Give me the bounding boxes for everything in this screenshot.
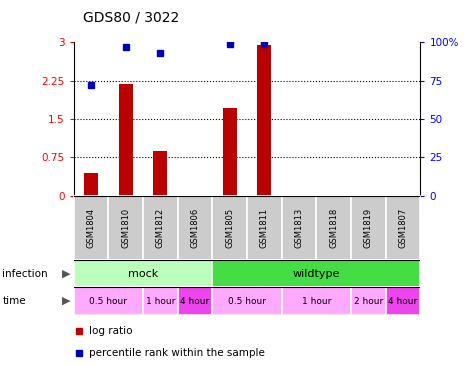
Text: GSM1806: GSM1806 [190,208,200,248]
Text: ▶: ▶ [62,296,71,306]
Bar [119,84,133,196]
Text: GSM1811: GSM1811 [260,208,269,248]
Text: 1 hour: 1 hour [302,296,331,306]
Bar [178,196,212,260]
Text: GSM1807: GSM1807 [399,208,408,248]
Bar [74,196,108,260]
Bar [212,260,420,287]
Bar [178,287,212,315]
Bar [74,260,212,287]
Bar [257,45,271,196]
Text: wildtype: wildtype [293,269,340,279]
Text: time: time [2,296,26,306]
Text: GDS80 / 3022: GDS80 / 3022 [83,11,180,25]
Text: 0.5 hour: 0.5 hour [228,296,266,306]
Text: percentile rank within the sample: percentile rank within the sample [89,348,265,358]
Text: GSM1813: GSM1813 [294,208,304,248]
Bar [282,287,351,315]
Bar [386,287,420,315]
Text: GSM1810: GSM1810 [121,208,130,248]
Text: ▶: ▶ [62,269,71,279]
Bar [212,196,247,260]
Bar [143,287,178,315]
Text: GSM1819: GSM1819 [364,208,373,248]
Text: 4 hour: 4 hour [389,296,418,306]
Bar [316,196,351,260]
Text: GSM1804: GSM1804 [86,208,95,248]
Text: 0.5 hour: 0.5 hour [89,296,127,306]
Bar [108,196,143,260]
Text: 2 hour: 2 hour [354,296,383,306]
Bar [282,196,316,260]
Text: GSM1812: GSM1812 [156,208,165,248]
Bar [386,196,420,260]
Bar [351,287,386,315]
Bar [74,287,143,315]
Text: GSM1818: GSM1818 [329,208,338,248]
Bar [223,108,237,196]
Bar [143,196,178,260]
Bar [247,196,282,260]
Bar [212,287,282,315]
Text: mock: mock [128,269,158,279]
Text: 1 hour: 1 hour [146,296,175,306]
Bar [84,173,98,196]
Text: GSM1805: GSM1805 [225,208,234,248]
Bar [351,196,386,260]
Text: log ratio: log ratio [89,326,133,336]
Text: 4 hour: 4 hour [180,296,209,306]
Text: infection: infection [2,269,48,279]
Bar [153,151,167,196]
